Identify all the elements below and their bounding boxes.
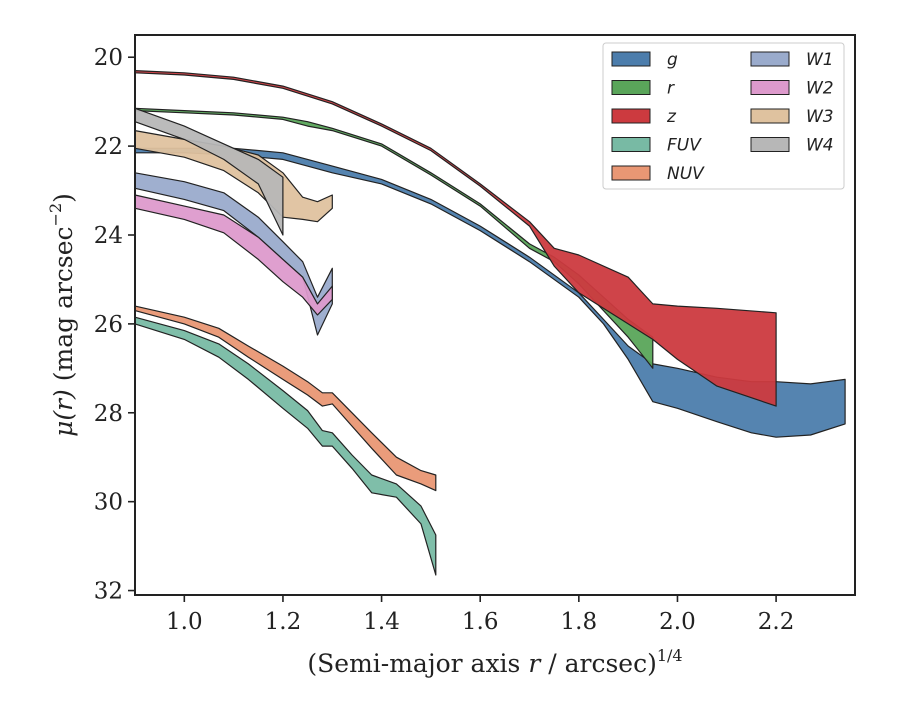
y-tick-label: 22 — [94, 134, 123, 160]
legend-swatch-z — [611, 108, 651, 124]
y-tick-label: 30 — [94, 490, 123, 516]
plot-frame — [134, 34, 856, 596]
x-tick-label: 1.8 — [561, 609, 598, 635]
y-axis-ticks: 20 22 24 26 28 30 32 — [94, 45, 135, 605]
legend-swatch-r — [611, 80, 651, 95]
band-fuv — [134, 316, 437, 576]
x-tick-label: 2.2 — [758, 609, 795, 635]
legend-swatch-nuv — [611, 165, 651, 181]
legend-swatch-w4 — [750, 137, 790, 152]
band-nuv — [134, 305, 437, 492]
y-tick-label: 32 — [94, 579, 123, 605]
band-z — [134, 69, 777, 407]
y-axis-label: μ(r) (mag arcsec−2) — [46, 193, 78, 437]
band-w1 — [134, 172, 333, 336]
legend-label-z: z — [666, 107, 677, 127]
legend-swatch-fuv — [611, 137, 651, 152]
x-axis-ticks: 1.0 1.2 1.4 1.6 1.8 2.0 2.2 — [166, 595, 794, 635]
band-g — [134, 147, 846, 438]
y-tick-label: 20 — [94, 45, 123, 71]
legend-label-r: r — [667, 79, 675, 99]
legend-label-w1: W1 — [806, 50, 834, 70]
legend-label-w3: W3 — [806, 107, 834, 127]
legend-label-g: g — [667, 50, 678, 70]
legend-label-w4: W4 — [806, 136, 834, 156]
x-tick-label: 1.6 — [462, 609, 499, 635]
y-tick-label: 26 — [94, 312, 123, 338]
legend-box — [602, 42, 845, 190]
series-bands — [134, 69, 846, 576]
legend-swatch-g — [611, 51, 651, 67]
y-tick-label: 28 — [94, 401, 123, 427]
band-r — [134, 107, 654, 369]
legend-label-fuv: FUV — [667, 136, 702, 156]
band-w2 — [134, 194, 333, 316]
legend-label-nuv: NUV — [667, 164, 705, 184]
legend-swatch-w2 — [750, 80, 790, 95]
x-tick-label: 1.2 — [265, 609, 302, 635]
legend: grz FUV NUV W1 W2 W3 W4 — [602, 42, 845, 190]
y-tick-label: 24 — [94, 223, 123, 249]
x-axis-label: (Semi-major axis r / arcsec)1/4 — [307, 646, 682, 678]
x-tick-label: 1.0 — [166, 609, 203, 635]
band-w4 — [134, 107, 284, 236]
legend-label-w2: W2 — [806, 79, 834, 99]
legend-swatch-w1 — [750, 51, 790, 67]
legend-swatch-w3 — [750, 108, 790, 124]
x-tick-label: 2.0 — [659, 609, 696, 635]
x-tick-label: 1.4 — [363, 609, 400, 635]
